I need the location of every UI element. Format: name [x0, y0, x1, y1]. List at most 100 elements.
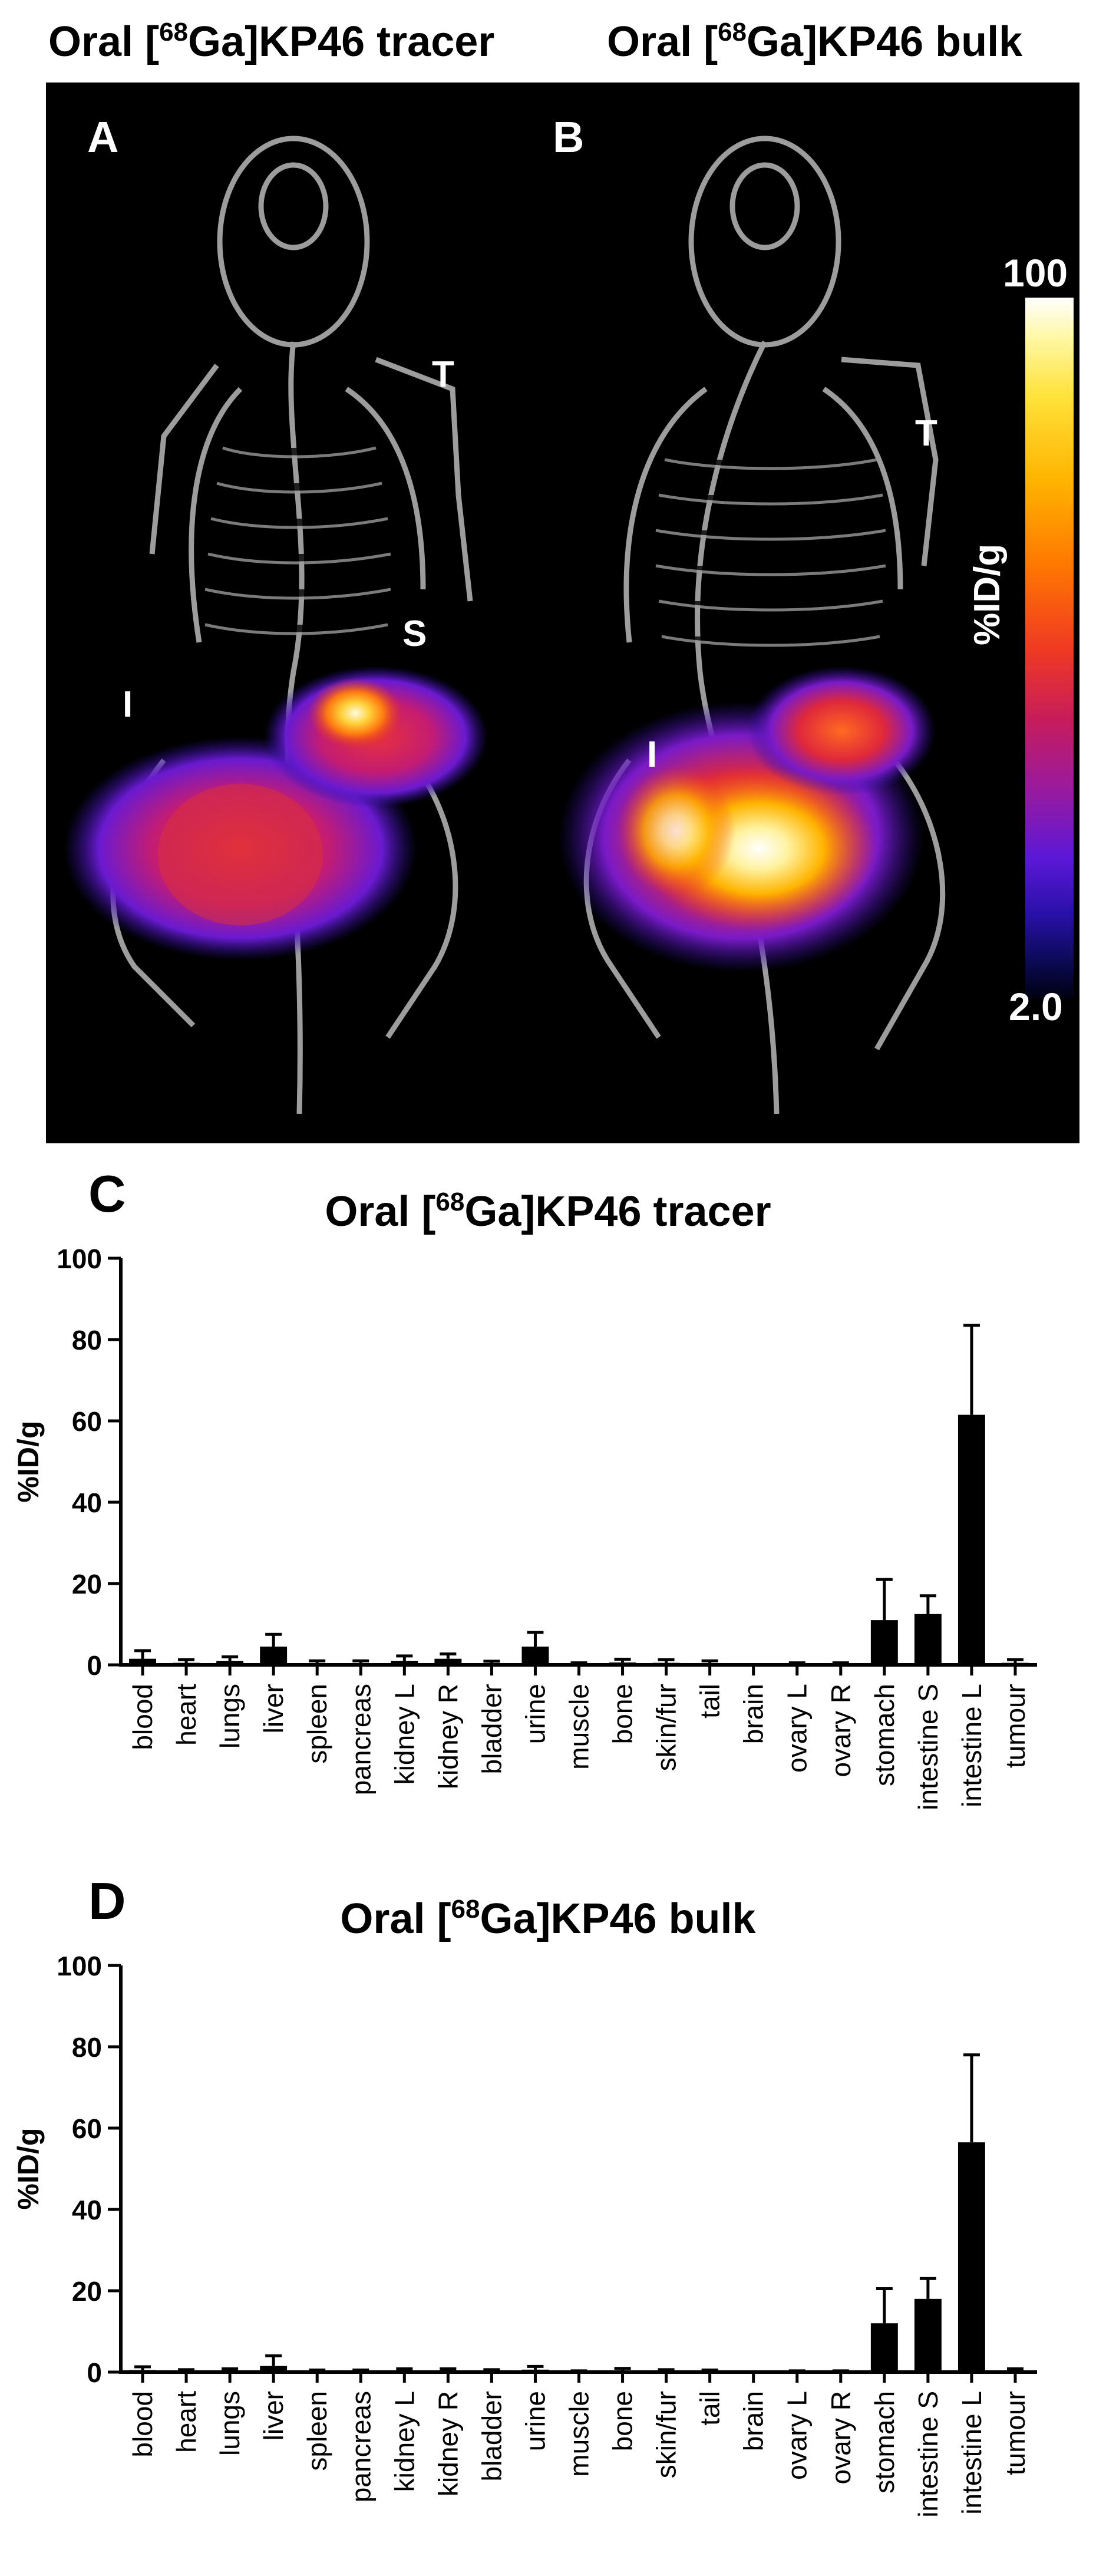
x-tick-label: spleen — [302, 1684, 332, 1764]
x-tick-label: heart — [171, 1684, 202, 1746]
bar-kidney-r — [434, 1658, 462, 1665]
bar-tail — [696, 1663, 724, 1665]
bar-stomach — [870, 1620, 898, 1665]
chart-label-c: C — [88, 1165, 126, 1223]
bar-spleen — [303, 2371, 331, 2372]
bar-blood — [129, 2370, 156, 2372]
bar-liver — [260, 1646, 288, 1665]
colorbar — [1025, 298, 1074, 999]
y-tick-label: 100 — [57, 1244, 102, 1274]
pet-image-panel-a: A T S I — [46, 83, 511, 1143]
x-tick-label: tumour — [1000, 1684, 1031, 1768]
bar-intestine-s — [914, 2298, 942, 2372]
x-tick-label: heart — [171, 2391, 202, 2453]
title-isotope-superscript: 68 — [159, 18, 189, 47]
title-isotope-superscript: 68 — [718, 18, 747, 47]
x-tick-label: urine — [520, 1684, 550, 1744]
bar-skin-fur — [652, 1663, 680, 1665]
x-tick-label: pancreas — [345, 1684, 376, 1795]
x-tick-label: kidney L — [389, 2391, 420, 2492]
title-suffix: Ga]KP46 bulk — [747, 18, 1023, 65]
x-tick-label: ovary R — [826, 2391, 856, 2484]
x-tick-label: tail — [695, 2391, 725, 2426]
x-tick-label: stomach — [869, 1684, 900, 1786]
y-tick-label: 40 — [72, 1487, 102, 1518]
panel-label-b: B — [553, 113, 585, 161]
bar-pancreas — [347, 2371, 375, 2372]
title-suffix: Ga]KP46 tracer — [188, 18, 495, 65]
x-tick-label: blood — [127, 1684, 158, 1750]
x-tick-label: kidney R — [433, 1684, 463, 1789]
y-tick-label: 80 — [72, 2032, 102, 2063]
bar-lungs — [216, 2370, 244, 2372]
organ-label-intestine: I — [647, 734, 658, 775]
bar-heart — [173, 1663, 200, 1665]
x-tick-label: kidney R — [433, 2391, 463, 2496]
bar-intestine-l — [958, 1414, 985, 1665]
bar-bone — [609, 2370, 636, 2372]
x-tick-label: bone — [608, 2391, 638, 2451]
y-tick-label: 80 — [72, 1325, 102, 1355]
y-tick-label: 40 — [72, 2195, 102, 2225]
bar-lungs — [216, 1661, 244, 1665]
y-tick-label: 20 — [72, 2276, 102, 2307]
title-prefix: Oral [ — [48, 18, 160, 65]
x-tick-label: intestine S — [913, 1684, 943, 1810]
x-tick-label: muscle — [564, 2391, 595, 2477]
bar-muscle — [565, 1664, 593, 1665]
bar-stomach — [870, 2323, 898, 2372]
bar-skin-fur — [652, 2371, 680, 2372]
panel-a-title: Oral [68Ga]KP46 tracer — [48, 18, 494, 66]
x-tick-label: liver — [258, 2391, 289, 2440]
x-tick-label: tail — [695, 1684, 725, 1719]
x-tick-label: brain — [738, 2391, 769, 2451]
x-tick-label: urine — [520, 2391, 550, 2451]
y-tick-label: 0 — [87, 1650, 102, 1681]
title-prefix: Oral [ — [607, 18, 718, 65]
bar-blood — [129, 1658, 156, 1665]
y-tick-label: 0 — [87, 2357, 102, 2388]
pet-image-panel-b: B T I — [511, 83, 1079, 1143]
x-tick-label: tumour — [1000, 2391, 1031, 2475]
x-tick-label: ovary L — [782, 1684, 813, 1773]
colorbar-unit-label: %ID/g — [967, 543, 1008, 645]
bar-tail — [696, 2371, 724, 2372]
bar-bladder — [478, 1663, 506, 1665]
chart-title: Oral [68Ga]KP46 tracer — [325, 1188, 771, 1235]
bar-chart-d: Oral [68Ga]KP46 bulk %ID/g 0 20 40 60 80 100 blo… — [12, 1895, 1037, 2518]
bar-spleen — [303, 1663, 331, 1665]
x-tick-label: ovary R — [826, 1684, 856, 1777]
x-tick-label: spleen — [302, 2391, 332, 2471]
y-tick-label: 60 — [72, 1406, 102, 1437]
bar-ovary-r — [827, 1664, 854, 1665]
organ-label-intestine: I — [123, 684, 133, 725]
x-tick-label: lungs — [214, 2391, 245, 2456]
x-tick-label: liver — [258, 1684, 289, 1733]
bar-ovary-l — [783, 1664, 811, 1665]
colorbar-max-label: 100 — [1003, 251, 1068, 295]
y-tick-label: 60 — [72, 2113, 102, 2144]
x-tick-label: lungs — [214, 1684, 245, 1749]
bar-liver — [260, 2366, 288, 2372]
organ-label-tail: T — [915, 413, 937, 454]
bar-intestine-l — [958, 2142, 985, 2372]
x-tick-label: muscle — [564, 1684, 595, 1770]
x-tick-label: bone — [608, 1684, 638, 1744]
bar-kidney-l — [391, 1661, 418, 1665]
bar-chart-c: Oral [68Ga]KP46 tracer %ID/g 0 20 40 60 80 100 b… — [12, 1188, 1037, 1810]
x-tick-label: intestine L — [956, 2391, 987, 2515]
organ-label-tail: T — [432, 354, 454, 395]
x-tick-label: bladder — [476, 2391, 507, 2481]
bar-bladder — [478, 2371, 506, 2372]
x-tick-label: intestine L — [956, 1684, 987, 1808]
bar-urine — [521, 2369, 549, 2372]
chart-title: Oral [68Ga]KP46 bulk — [340, 1895, 756, 1942]
bar-bone — [609, 1662, 636, 1665]
bar-intestine-s — [914, 1614, 942, 1665]
x-tick-label: ovary L — [782, 2391, 813, 2480]
y-tick-label: 100 — [57, 1951, 102, 1981]
mouse-scan-b — [559, 136, 946, 1114]
bar-kidney-l — [391, 2370, 418, 2372]
bar-kidney-r — [434, 2370, 462, 2372]
panel-label-a: A — [87, 113, 119, 161]
